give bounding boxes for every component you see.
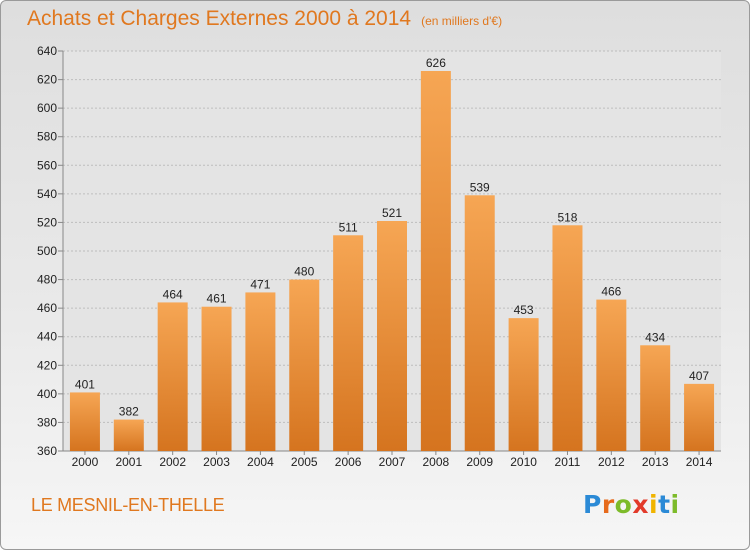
x-tick-label-2002: 2002: [159, 455, 186, 469]
data-label-2007: 521: [382, 206, 402, 220]
x-tick-label-2012: 2012: [598, 455, 625, 469]
bar-2002: [157, 302, 188, 451]
y-tick-label: 640: [37, 44, 57, 58]
y-tick-label: 560: [37, 158, 57, 172]
x-tick-label-2003: 2003: [203, 455, 230, 469]
x-tick-label-2008: 2008: [423, 455, 450, 469]
bar-2000: [69, 392, 100, 451]
logo-letter: r: [601, 490, 615, 519]
data-label-2003: 461: [207, 292, 227, 306]
bar-2012: [596, 299, 627, 451]
bar-2005: [289, 279, 320, 451]
x-tick-label-2005: 2005: [291, 455, 318, 469]
chart-subtitle: (en milliers d'€): [421, 14, 503, 28]
y-tick-label: 420: [37, 358, 57, 372]
x-tick-label-2001: 2001: [115, 455, 142, 469]
y-tick-label: 620: [37, 73, 57, 87]
y-tick-label: 600: [37, 101, 57, 115]
bar-2003: [201, 306, 232, 451]
y-tick-label: 400: [37, 387, 57, 401]
y-tick-label: 380: [37, 415, 57, 429]
y-tick-label: 440: [37, 330, 57, 344]
x-tick-label-2006: 2006: [335, 455, 362, 469]
data-label-2009: 539: [470, 180, 490, 194]
x-tick-label-2013: 2013: [642, 455, 669, 469]
bar-2007: [377, 221, 407, 451]
bar-2001: [113, 419, 144, 451]
proxiti-logo: Proxiti: [583, 490, 680, 519]
data-label-2005: 480: [294, 265, 314, 279]
bar-2009: [464, 195, 495, 451]
y-tick-label: 580: [37, 130, 57, 144]
y-tick-label: 500: [37, 244, 57, 258]
logo-letter: o: [614, 490, 633, 519]
x-tick-label-2010: 2010: [510, 455, 537, 469]
data-label-2014: 407: [689, 369, 709, 383]
data-label-2006: 511: [339, 220, 358, 234]
data-label-2008: 626: [426, 56, 446, 70]
logo-letter: t: [658, 490, 671, 519]
data-label-2013: 434: [645, 330, 665, 344]
logo-letter: i: [649, 490, 659, 519]
bar-2004: [245, 292, 276, 451]
data-label-2000: 401: [75, 377, 95, 391]
x-tick-label-2004: 2004: [247, 455, 274, 469]
y-tick-label: 540: [37, 187, 57, 201]
data-label-2002: 464: [163, 287, 183, 301]
chart-title: Achats et Charges Externes 2000 à 2014 (e…: [27, 7, 502, 31]
y-tick-label: 480: [37, 273, 57, 287]
logo-letter: P: [583, 490, 602, 519]
logo-letter: i: [670, 490, 680, 519]
y-tick-label: 520: [37, 215, 57, 229]
x-tick-label-2011: 2011: [555, 455, 581, 469]
data-label-2004: 471: [250, 277, 270, 291]
logo-letter: x: [632, 490, 649, 519]
chart-title-text: Achats et Charges Externes 2000 à 2014: [27, 7, 412, 30]
data-label-2010: 453: [514, 303, 534, 317]
bar-2013: [640, 345, 671, 451]
data-label-2012: 466: [601, 285, 621, 299]
bar-2014: [684, 383, 715, 451]
y-tick-label: 360: [37, 444, 57, 458]
x-tick-label-2014: 2014: [686, 455, 713, 469]
x-tick-label-2000: 2000: [72, 455, 99, 469]
bar-2011: [552, 225, 583, 451]
bar-2010: [508, 318, 539, 451]
bar-2006: [333, 235, 364, 451]
data-label-2001: 382: [119, 405, 139, 419]
x-tick-label-2009: 2009: [466, 455, 493, 469]
place-name: LE MESNIL-EN-THELLE: [31, 495, 225, 515]
data-label-2011: 518: [557, 210, 577, 224]
x-tick-label-2007: 2007: [379, 455, 406, 469]
y-tick-label: 460: [37, 301, 57, 315]
bar-2008: [420, 71, 451, 451]
